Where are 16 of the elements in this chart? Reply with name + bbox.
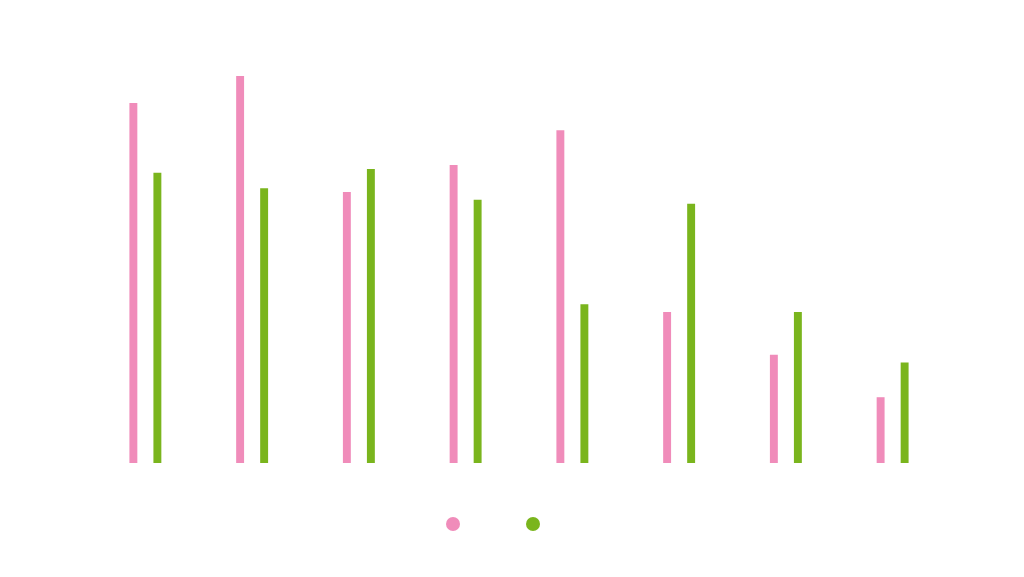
bar — [260, 188, 269, 463]
bar — [900, 362, 909, 463]
bar — [366, 168, 375, 463]
bar — [473, 199, 482, 463]
bar — [769, 354, 778, 463]
bar — [876, 397, 885, 463]
bar — [663, 312, 672, 463]
bar — [342, 192, 351, 463]
bar — [449, 165, 458, 463]
bar — [580, 304, 589, 463]
bar — [793, 312, 802, 463]
bar — [129, 103, 138, 463]
bar — [556, 130, 565, 463]
bar — [687, 203, 696, 463]
bar — [236, 76, 245, 463]
bar — [153, 172, 162, 463]
